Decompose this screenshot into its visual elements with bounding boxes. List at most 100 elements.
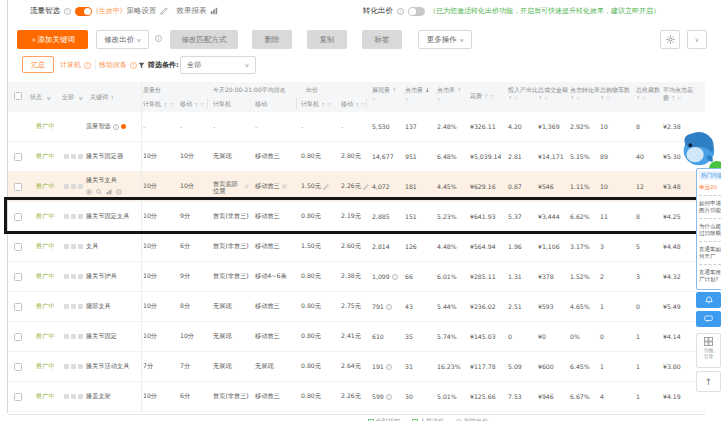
cell-bid-mobile[interactable]: 2.64元 [341,352,361,381]
cell-bid-pc[interactable]: 1.50元 [301,232,321,261]
row-checkbox[interactable] [14,382,22,411]
cell-bid-mobile[interactable]: 2.75元 [341,292,361,321]
cell-bid-mobile[interactable]: 2.26元 [341,382,361,411]
cell-bid-pc[interactable]: 0.80元 [301,262,321,291]
smart-traffic-toggle[interactable] [75,7,92,16]
row-checkbox[interactable] [14,262,22,291]
cell-bid-pc[interactable]: 0.80元 [301,352,321,381]
table-row[interactable]: 推广中流量智选i------5,5301372.48%¥326.114.20¥1… [8,112,705,142]
table-row[interactable]: 推广中膝关节活动支具7分7分无展现无展现0.80元2.64元191i3116.2… [8,352,705,382]
cell-bid-pc[interactable]: 0.80元 [301,292,321,321]
cell-bid-pc[interactable]: 0.80元 [301,202,321,231]
table-row[interactable]: 推广中膝关节支具10分10分首页底部位置移动首三1.50元2.26元4,0721… [8,172,705,202]
row-checkbox[interactable] [14,292,22,321]
table-row[interactable]: 推广中膝关节固定10分10分无展现移动首三0.80元2.41元610355.74… [8,322,705,352]
table-row[interactable]: 推广中膝盖支架10分6分首页(非首三)移动首三0.80元2.26元599i305… [8,382,705,412]
quality-mobile-sort[interactable]: 移动 ↑▽ [180,100,204,109]
notification-button[interactable] [696,292,721,308]
metric-sort-8[interactable]: 总收藏数↑ ▽ [636,86,660,102]
table-row[interactable]: 推广中膝关节固定支具10分9分首页(非首三)移动首三0.80元2.19元2,88… [8,202,705,232]
bid-mobile-sort[interactable]: 移动 ↑▽ [341,100,365,109]
settings-button[interactable] [660,30,680,49]
keyword-link[interactable]: 膝关节固定 [86,322,117,351]
cell-bid-pc[interactable]: 0.80元 [301,382,321,411]
cell-bid-mobile[interactable]: 2.80元 [341,142,361,171]
qa-item[interactable]: 为什么超过日限额 [699,219,721,242]
row-checkbox[interactable] [14,352,22,381]
select-all-checkbox[interactable] [14,92,22,100]
tag-button[interactable]: 标签 [362,30,402,49]
info-icon[interactable]: i [155,35,162,42]
bar-chart-icon[interactable] [210,7,218,15]
pencil-icon[interactable] [160,7,168,15]
keyword-link[interactable]: 流量智选i [86,112,126,141]
cell-bid-pc[interactable]: 0.80元 [301,322,321,351]
row-checkbox[interactable] [14,322,22,351]
select-all-checkbox[interactable] [14,92,22,100]
table-row[interactable]: 推广中支具10分6分首页(非首三)移动首三1.50元2.60元2,8141264… [8,232,705,262]
metric-sort-6[interactable]: 点击转化率↑ ▽ [570,86,600,102]
info-icon[interactable]: i [397,8,404,15]
keyword-link[interactable]: 腿部支具 [86,292,111,321]
filter-select[interactable]: 全部∨ [180,56,256,74]
keyword-link[interactable]: 支具 [86,232,98,261]
qa-item[interactable]: 如何申请图片功能 [699,196,721,219]
cell-rank-mobile: 移动首三 [255,232,280,261]
metric-sort-4[interactable]: 投入产出比↑ ▽ [508,86,538,102]
more-actions-button[interactable]: 更多操作∨ [418,30,472,49]
cell-cvr: 1.52% [570,262,590,291]
metric-sort-0[interactable]: 展现量 ↑▽ [372,86,397,103]
metric-sort-7[interactable]: 总购物车数↑ ▽ [600,86,630,102]
row-checkbox[interactable] [14,142,22,171]
row-checkbox[interactable] [14,172,22,201]
keyword-link[interactable]: 膝关节活动支具 [86,352,129,381]
table-row[interactable]: 推广中膝关节护具10分9分首页(非首三)移动4~6条0.80元2.38元1,09… [8,262,705,292]
table-row[interactable]: 推广中腿部支具10分8分无展现移动首三0.80元2.75元791i435.44%… [8,292,705,322]
back-to-top-button[interactable]: ↑ [696,371,721,392]
cell-bid-pc[interactable]: 1.50元 [301,172,329,201]
cell-bid-pc[interactable]: - [301,112,303,141]
cell-bid-mobile[interactable]: - [341,112,343,141]
conversion-bid-toggle[interactable] [408,7,425,16]
metric-sort-1[interactable]: 点击量 ↓▽ [405,86,430,103]
add-keyword-button[interactable]: ＋添加关键词 [17,30,88,49]
cell-ctr: 5.23% [437,202,457,231]
qa-item[interactable]: 幸运20 [699,180,721,196]
collapse-button[interactable]: ∨ [687,30,707,49]
tab-mobile[interactable]: 移动设备i [99,60,137,70]
chat-button[interactable] [696,311,721,327]
info-icon[interactable]: i [64,8,71,15]
cell-bid-mobile[interactable]: 2.19元 [341,202,361,231]
qa-item[interactable]: 直通车如何开厂 [699,242,721,265]
copy-button[interactable]: 复制 [307,30,347,49]
row-checkbox[interactable] [14,232,22,261]
delete-button[interactable]: 删除 [252,30,292,49]
metric-sort-2[interactable]: 点击率 ↑▽ [437,86,462,103]
tab-summary[interactable]: 汇总 [22,56,54,73]
keyword-link[interactable]: 膝盖支架 [86,382,111,411]
cell-bid-mobile[interactable]: 2.60元 [341,232,361,261]
keyword-hover-tools[interactable] [86,189,122,195]
tab-computer[interactable]: 计算机i [60,60,91,70]
cell-bid-mobile[interactable]: 2.26元 [341,172,369,201]
keyword-link[interactable]: 膝关节固定支具 [86,202,129,231]
strategy-settings-link[interactable]: 策略设置 [126,6,156,16]
report-link[interactable]: 效果报表 [176,6,206,16]
keyword-link[interactable]: 膝关节护具 [86,262,117,291]
cell-bid-mobile[interactable]: 2.38元 [341,262,361,291]
row-checkbox[interactable] [14,202,22,231]
qa-item[interactable]: 直通车推广计划? [699,265,721,287]
bid-pc-sort[interactable]: 计算机 ↑▽ [301,100,331,109]
keyword-sort[interactable]: 关键词 ↑ [90,93,115,102]
modify-match-button[interactable]: 修改匹配方式 [170,30,238,49]
quality-pc-sort[interactable]: 计算机 ↑▽ [143,100,173,109]
match-filter[interactable]: 全部 ∨ [62,93,83,102]
metric-sort-3[interactable]: 花费 ↑ ▽ [470,92,494,101]
cell-bid-mobile[interactable]: 2.41元 [341,322,361,351]
modify-bid-button[interactable]: 修改出价∨ [96,30,149,49]
metric-sort-9[interactable]: 平均点击花费 ↑ ▽ [663,86,693,102]
status-filter[interactable]: 状态 ∨ [30,93,51,102]
guide-card[interactable]: 功能引导 [696,333,721,368]
metric-sort-5[interactable]: 总成交金额↑ ▽ [538,86,568,102]
cell-bid-pc[interactable]: 0.80元 [301,142,321,171]
